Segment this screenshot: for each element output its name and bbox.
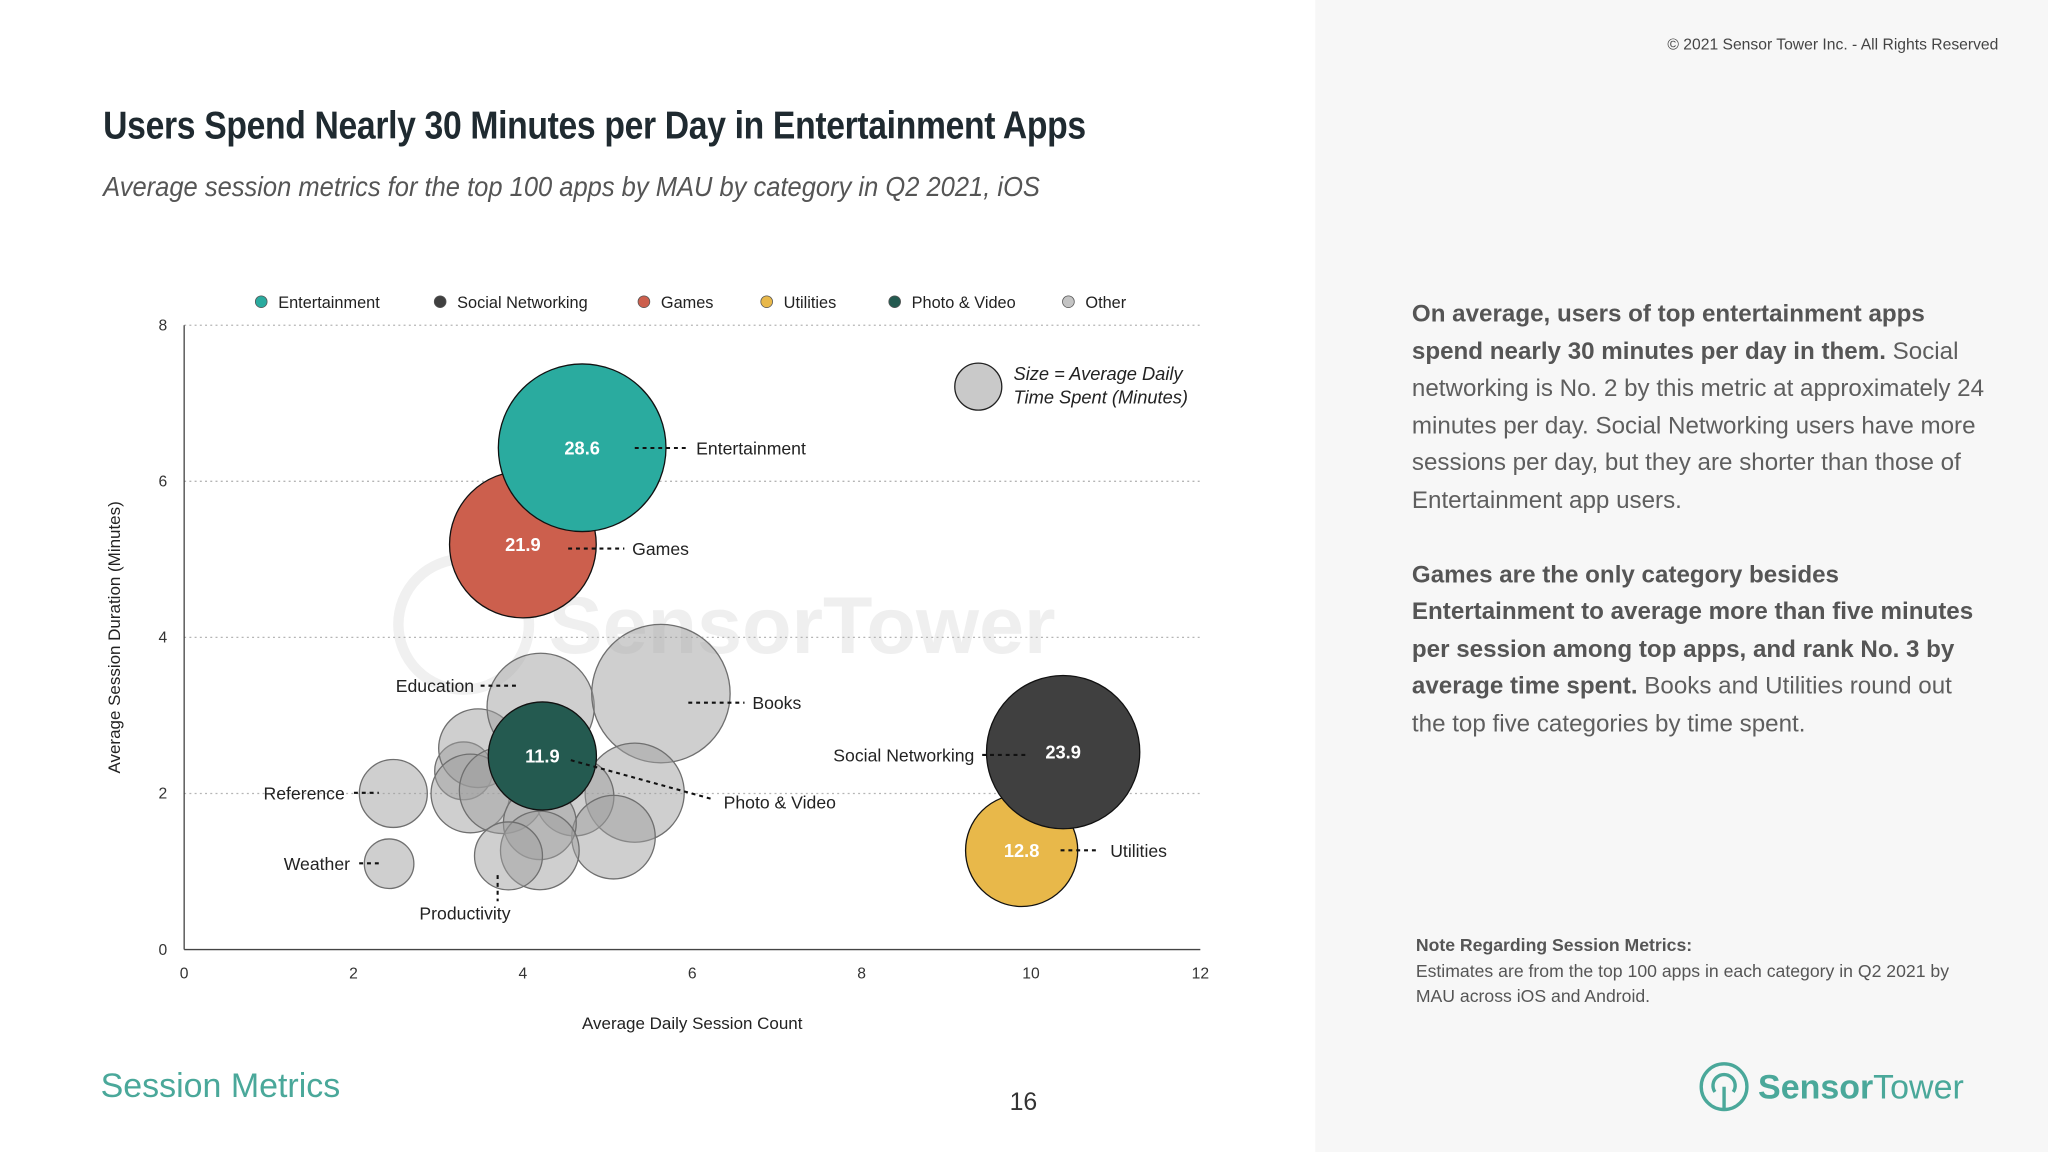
legend-label: Photo & Video	[912, 294, 1016, 312]
bubble-value-label: 23.9	[1045, 742, 1081, 763]
legend-label: Entertainment	[278, 294, 380, 312]
legend-marker-photo-video	[888, 295, 901, 308]
legend-label: Utilities	[784, 294, 837, 312]
logo-text-bold: Sensor	[1758, 1066, 1874, 1106]
page-title: Users Spend Nearly 30 Minutes per Day in…	[103, 104, 1086, 148]
commentary-p1-text: Social networking is No. 2 by this metri…	[1411, 336, 1985, 514]
logo-text-light: Tower	[1873, 1066, 1964, 1106]
sensor-tower-icon	[1699, 1062, 1749, 1112]
commentary-panel	[1315, 0, 2048, 1152]
x-tick-label: 2	[349, 965, 358, 982]
category-label: Games	[632, 539, 689, 559]
size-legend-text: Size = Average Daily	[1014, 363, 1185, 384]
y-tick-label: 4	[158, 630, 167, 647]
category-label: Weather	[284, 854, 350, 874]
commentary-p1-bold: On average, users of top entertainment a…	[1411, 299, 1925, 364]
bubble-weather	[363, 838, 415, 890]
legend-marker-entertainment	[254, 295, 268, 308]
legend-label: Games	[661, 294, 714, 312]
note-text: Estimates are from the top 100 apps in e…	[1415, 960, 1950, 1006]
x-tick-label: 12	[1192, 965, 1209, 982]
commentary-paragraph-2: Games are the only category besides Ente…	[1412, 556, 1987, 743]
commentary: On average, users of top entertainment a…	[1412, 295, 1987, 779]
bubble-entertainment	[497, 363, 667, 533]
category-label: Productivity	[419, 904, 510, 924]
bubble-productivity	[473, 821, 544, 891]
commentary-p2-text: Books and Utilities round out the top fi…	[1411, 671, 1952, 737]
section-title: Session Metrics	[100, 1065, 341, 1105]
y-tick-label: 8	[158, 317, 167, 334]
category-label: Books	[752, 693, 801, 713]
bubble-reference	[358, 758, 428, 829]
bubble-social-networking	[985, 674, 1141, 830]
commentary-p2-bold: Games are the only category besides Ente…	[1411, 559, 1974, 700]
copyright: © 2021 Sensor Tower Inc. - All Rights Re…	[1667, 35, 1999, 54]
logo-text: SensorTower	[1758, 1066, 1964, 1106]
legend-label: Other	[1085, 294, 1126, 312]
category-label: Entertainment	[696, 439, 806, 459]
bubble-value-label: 12.8	[1004, 840, 1040, 861]
y-tick-label: 2	[158, 786, 167, 803]
note-title: Note Regarding Session Metrics:	[1415, 935, 1693, 955]
category-label: Photo & Video	[724, 792, 837, 812]
bubble-other	[571, 794, 656, 880]
legend-marker-utilities	[760, 295, 773, 308]
y-tick-label: 0	[158, 942, 167, 959]
bubble-books	[591, 623, 731, 764]
y-tick-label: 6	[158, 474, 167, 491]
leader-line	[570, 759, 714, 801]
bubble-value-label: 11.9	[525, 746, 560, 767]
legend-marker-other	[1062, 295, 1075, 308]
note: Note Regarding Session Metrics: Estimate…	[1416, 933, 1991, 1009]
page-number: 16	[1009, 1089, 1038, 1117]
category-label: Reference	[263, 783, 345, 803]
page-subtitle: Average session metrics for the top 100 …	[103, 172, 1040, 203]
legend-marker-games	[637, 295, 651, 308]
commentary-paragraph-1: On average, users of top entertainment a…	[1412, 295, 1987, 519]
x-tick-label: 0	[180, 965, 189, 982]
x-tick-label: 4	[519, 965, 528, 982]
category-label: Utilities	[1110, 841, 1167, 861]
x-tick-label: 10	[1022, 965, 1040, 982]
legend-label: Social Networking	[457, 294, 588, 312]
category-label: Social Networking	[833, 745, 974, 765]
legend-marker-social-networking	[433, 295, 447, 308]
sensor-tower-logo: SensorTower	[1698, 1061, 1964, 1113]
y-axis-label: Average Session Duration (Minutes)	[105, 501, 124, 773]
x-tick-label: 6	[688, 965, 697, 982]
x-axis-label: Average Daily Session Count	[582, 1014, 803, 1033]
bubble-value-label: 28.6	[564, 437, 600, 458]
x-tick-label: 8	[857, 965, 866, 982]
size-legend-bubble	[954, 362, 1003, 411]
bubble-value-label: 21.9	[505, 534, 541, 555]
bubble-photo-video	[487, 701, 598, 811]
category-label: Education	[396, 676, 474, 696]
size-legend-text: Time Spent (Minutes)	[1014, 387, 1188, 408]
